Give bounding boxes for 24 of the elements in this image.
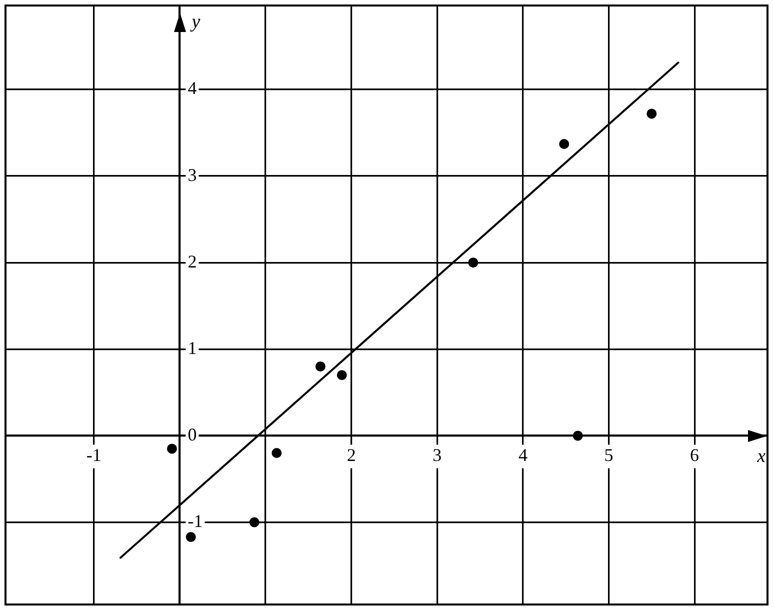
y-tick-label: 3 <box>188 164 197 185</box>
point <box>315 361 326 372</box>
x-tick-label: 4 <box>518 445 528 466</box>
point <box>186 532 196 542</box>
point <box>468 258 478 268</box>
point <box>646 108 657 119</box>
y-tick-label: 0 <box>188 424 197 444</box>
x-tick-label: -1 <box>86 445 102 466</box>
x-tick-label: 6 <box>690 445 700 466</box>
point <box>336 370 347 380</box>
point <box>572 430 583 441</box>
point <box>166 444 177 454</box>
point <box>559 138 570 149</box>
point <box>272 448 282 458</box>
y-tick-label: 1 <box>188 338 197 358</box>
y-tick-label: 2 <box>188 251 197 272</box>
y-axis-title: y <box>190 12 201 32</box>
x-tick-label: 3 <box>432 445 442 466</box>
point <box>249 517 260 528</box>
y-tick-label: 4 <box>188 78 197 98</box>
x-tick-label: 2 <box>346 445 356 466</box>
y-tick-label: -1 <box>188 511 203 531</box>
x-tick-label: 5 <box>604 445 614 466</box>
x-axis-title: x <box>756 446 766 468</box>
